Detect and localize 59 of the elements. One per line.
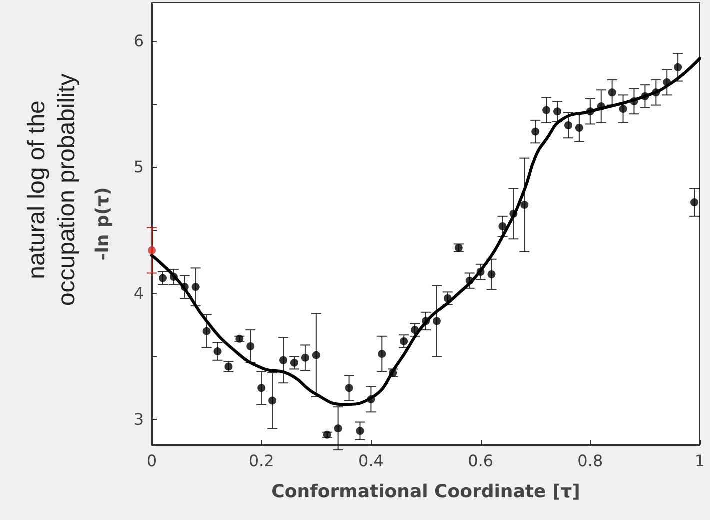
point bbox=[432, 317, 441, 326]
point bbox=[690, 198, 699, 207]
point bbox=[192, 283, 200, 292]
y-tick-label: 5 bbox=[134, 158, 144, 177]
point bbox=[158, 274, 167, 282]
point bbox=[652, 88, 660, 97]
point bbox=[268, 396, 277, 405]
point bbox=[400, 337, 408, 346]
x-tick-label: 0.6 bbox=[468, 452, 494, 470]
point bbox=[345, 384, 354, 392]
point bbox=[510, 210, 518, 218]
point bbox=[564, 122, 572, 130]
point bbox=[586, 108, 594, 116]
y-axis-title: -ln p(τ) bbox=[92, 187, 114, 261]
point bbox=[246, 342, 255, 350]
point bbox=[378, 350, 386, 358]
point bbox=[630, 98, 638, 106]
point bbox=[619, 105, 628, 114]
point bbox=[301, 354, 310, 362]
point bbox=[542, 106, 551, 114]
point bbox=[498, 222, 507, 231]
point bbox=[663, 78, 672, 87]
point bbox=[411, 326, 420, 334]
point bbox=[148, 246, 156, 255]
point bbox=[290, 358, 298, 367]
point bbox=[334, 424, 342, 433]
point bbox=[214, 348, 222, 356]
y-tick-label: 3 bbox=[134, 410, 144, 430]
point bbox=[641, 92, 650, 100]
point bbox=[476, 268, 485, 276]
point bbox=[575, 124, 584, 132]
point bbox=[367, 396, 376, 404]
point bbox=[280, 356, 288, 364]
point bbox=[674, 63, 682, 72]
point bbox=[608, 88, 616, 97]
point bbox=[202, 327, 211, 336]
point bbox=[597, 102, 606, 111]
point bbox=[520, 201, 529, 210]
point bbox=[532, 128, 540, 136]
x-tick-label: 0.8 bbox=[578, 452, 604, 470]
x-tick-label: 0.4 bbox=[358, 452, 384, 470]
point bbox=[554, 108, 562, 116]
point bbox=[170, 273, 178, 282]
point bbox=[444, 294, 452, 303]
point bbox=[422, 317, 430, 326]
x-tick-label: 1 bbox=[694, 452, 706, 470]
point bbox=[180, 283, 189, 292]
x-tick-label: 0.2 bbox=[248, 452, 274, 470]
line-series bbox=[150, 57, 702, 406]
x-axis-title: Conformational Coordinate [τ] bbox=[272, 482, 580, 502]
x-tick-label: 0 bbox=[146, 452, 158, 470]
point bbox=[488, 270, 496, 279]
point bbox=[258, 384, 266, 392]
text: natural log of the occupation probability bbox=[24, 74, 80, 306]
point bbox=[466, 276, 474, 285]
y-tick-label: 4 bbox=[134, 284, 144, 303]
point bbox=[356, 427, 364, 436]
point bbox=[312, 351, 320, 360]
y-tick-label: 6 bbox=[134, 31, 144, 50]
